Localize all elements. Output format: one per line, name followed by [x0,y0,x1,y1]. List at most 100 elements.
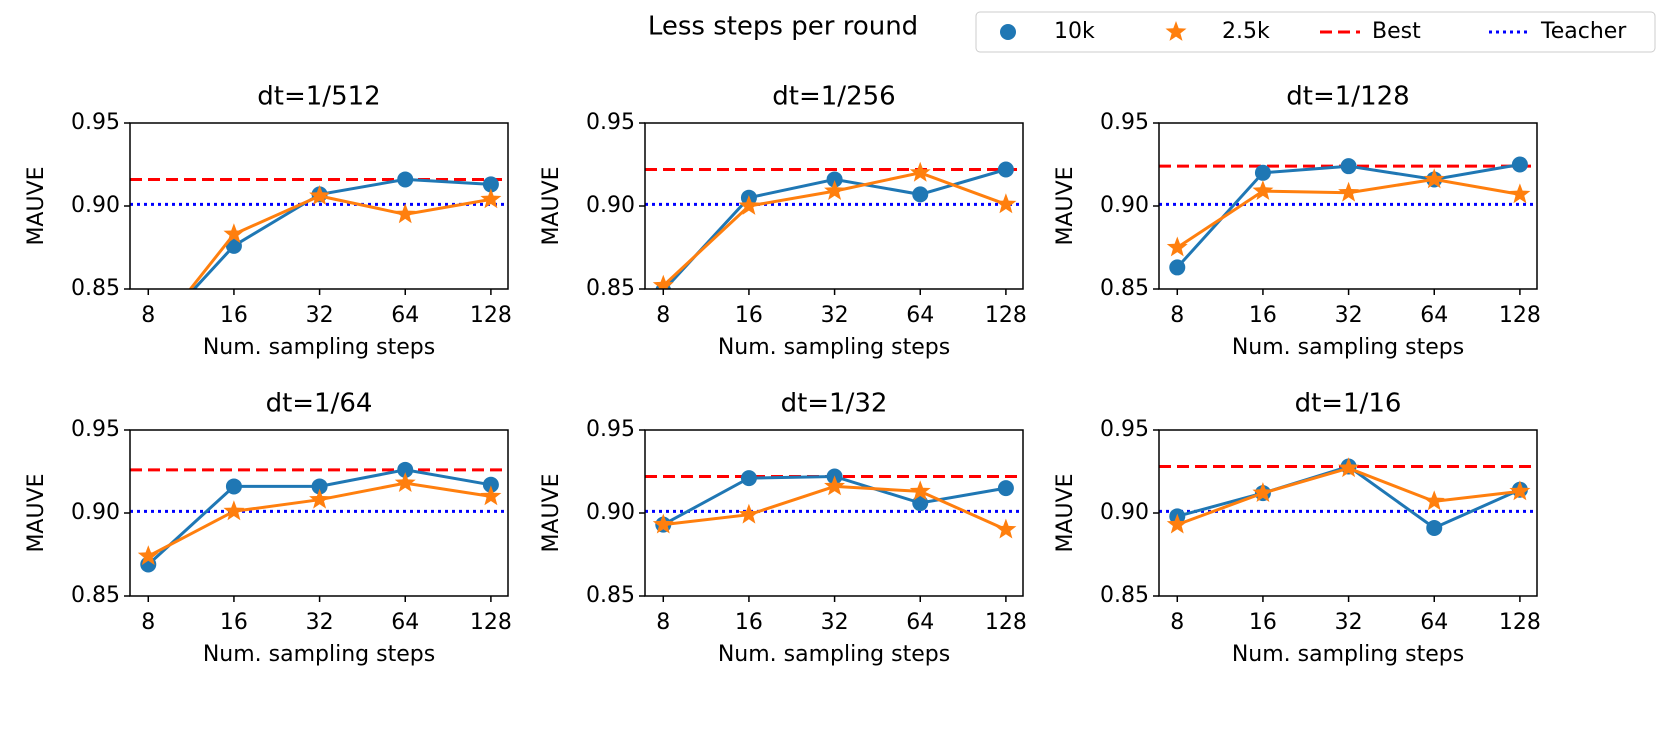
series-line [663,484,1007,531]
marker-circle [482,176,499,193]
y-axis-label: MAUVE [1053,473,1078,552]
marker-circle [225,237,242,254]
y-axis-label: MAUVE [24,473,49,552]
marker-star [223,500,245,521]
axes-frame [1158,429,1538,597]
marker-star [995,193,1017,214]
marker-star [1338,457,1359,478]
x-tick-label: 128 [1499,610,1541,635]
x-tick-label: 8 [141,610,155,635]
marker-circle [1169,259,1186,276]
marker-star [1252,180,1274,200]
y-tick-label: 0.90 [1100,193,1149,218]
marker-star [824,475,845,496]
marker-star [394,203,416,224]
marker-star [824,180,845,200]
marker-star [223,223,245,244]
series-line [1176,163,1521,269]
y-axis-label: MAUVE [24,166,49,245]
legend-label: 2.5k [1222,19,1270,44]
marker-circle [482,476,499,493]
axes-frame [644,429,1024,597]
y-tick-label: 0.85 [586,583,635,608]
marker-star [138,331,159,351]
x-tick-label: 32 [1335,303,1363,328]
marker-circle [311,478,328,495]
x-tick-label: 128 [470,610,512,635]
marker-star [309,488,330,509]
plot-area [130,461,508,573]
x-tick-label: 16 [220,303,248,328]
marker-star [909,161,931,182]
axes-frame [129,122,509,290]
marker-star [652,274,674,289]
x-axis-label: Num. sampling steps [203,642,435,667]
marker-star [1166,513,1188,534]
x-tick-label: 64 [906,610,934,635]
marker-circle [1000,24,1016,40]
marker-star [1338,181,1359,202]
x-tick-label: 128 [985,610,1027,635]
marker-circle [225,478,242,495]
marker-star [137,545,159,566]
marker-star [738,503,760,524]
x-tick-label: 8 [656,303,670,328]
x-tick-label: 16 [1249,303,1277,328]
x-tick-label: 64 [391,303,419,328]
x-tick-label: 8 [141,303,155,328]
marker-circle [912,495,929,512]
marker-circle [997,480,1014,497]
y-tick-label: 0.85 [1100,583,1149,608]
x-axis-label: Num. sampling steps [718,642,950,667]
marker-circle [1511,156,1528,173]
subplot-title: dt=1/256 [772,82,895,112]
x-tick-label: 32 [821,303,849,328]
marker-star [1252,482,1274,502]
x-tick-label: 64 [906,303,934,328]
plot-area [1159,156,1537,276]
marker-circle [740,470,757,487]
marker-star [1423,490,1445,511]
marker-star [995,518,1017,539]
y-tick-label: 0.85 [71,276,120,301]
x-tick-label: 32 [821,610,849,635]
x-tick-label: 64 [1420,303,1448,328]
x-tick-label: 16 [735,303,763,328]
legend-label: 10k [1054,19,1095,44]
y-tick-label: 0.95 [586,110,635,135]
x-axis-label: Num. sampling steps [718,335,950,360]
x-tick-label: 8 [1170,303,1184,328]
y-tick-label: 0.85 [586,276,635,301]
x-tick-label: 64 [391,610,419,635]
y-axis-label: MAUVE [1053,166,1078,245]
legend-label: Best [1372,19,1421,44]
subplot-title: dt=1/512 [257,82,380,112]
marker-star [309,185,330,205]
plot-area [645,468,1023,539]
subplot-title: dt=1/32 [781,389,888,419]
marker-star [480,485,502,506]
axes-frame [1158,122,1538,290]
x-axis-label: Num. sampling steps [203,335,435,360]
y-tick-label: 0.95 [71,110,120,135]
marker-star [1166,236,1188,257]
y-tick-label: 0.90 [71,500,120,525]
marker-star [1423,168,1445,189]
marker-circle [140,331,156,347]
x-tick-label: 128 [470,303,512,328]
x-axis-label: Num. sampling steps [1232,642,1464,667]
marker-star [480,188,502,209]
x-tick-label: 8 [656,610,670,635]
plot-area [1159,457,1537,536]
y-axis-label: MAUVE [539,166,564,245]
marker-circle [1426,519,1443,536]
marker-circle [826,171,843,188]
marker-circle [397,171,414,188]
marker-star [652,513,674,534]
plot-area [645,161,1023,289]
marker-circle [912,186,929,203]
axes-frame [129,429,509,597]
marker-star [1165,21,1187,41]
marker-circle [997,161,1014,178]
